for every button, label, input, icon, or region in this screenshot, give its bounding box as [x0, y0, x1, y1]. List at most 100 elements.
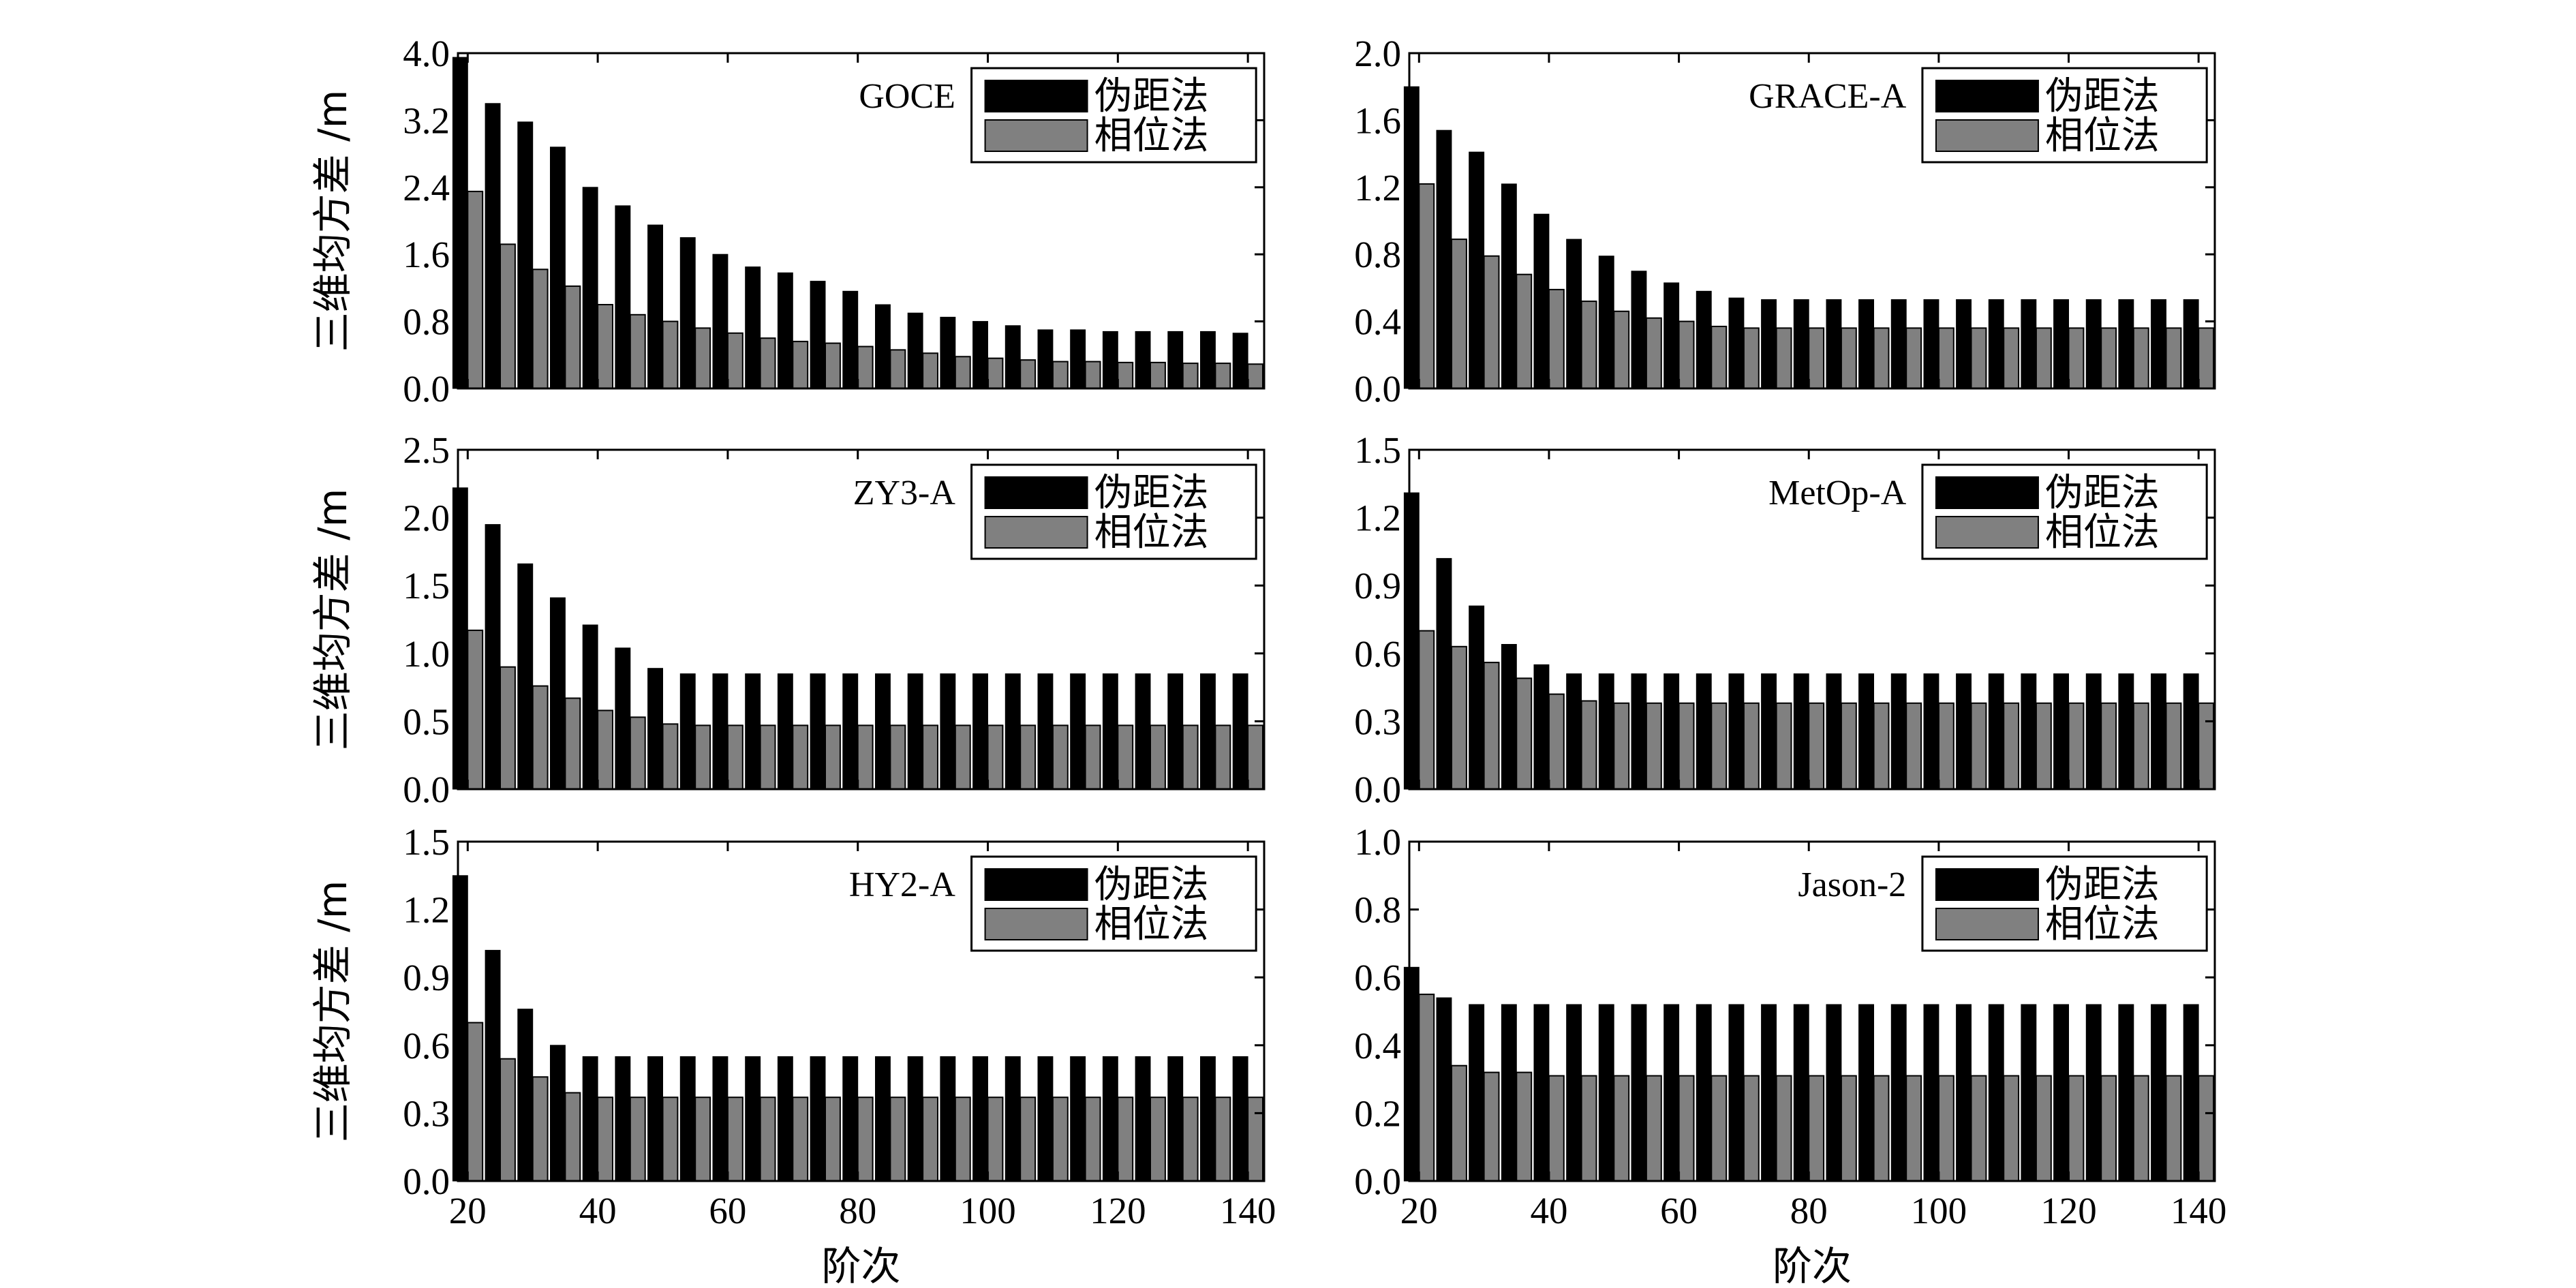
bar-pseudorange — [1037, 1056, 1054, 1182]
bar-phase — [1418, 994, 1435, 1182]
y-tick-label: 2.4 — [403, 167, 450, 209]
bar-pseudorange — [2021, 299, 2037, 389]
bar-pseudorange — [2183, 299, 2199, 389]
bar-pseudorange — [647, 668, 663, 790]
bar-pseudorange — [2085, 299, 2102, 389]
bar-pseudorange — [452, 487, 468, 790]
bar-pseudorange — [1167, 331, 1184, 389]
bar-pseudorange — [1890, 673, 1907, 790]
bar-pseudorange — [2053, 1004, 2070, 1182]
bar-pseudorange — [1135, 673, 1151, 790]
x-tick-label: 40 — [1530, 1190, 1567, 1231]
bar-pseudorange — [582, 624, 598, 790]
x-tick-label: 120 — [1090, 1190, 1146, 1231]
bar-phase — [1937, 327, 1954, 389]
satellite-label: GRACE-A — [1749, 77, 1907, 116]
bar-pseudorange — [2151, 1004, 2167, 1182]
y-tick-label: 4.0 — [403, 33, 450, 74]
bar-phase — [2100, 327, 2117, 389]
bar-pseudorange — [842, 290, 859, 389]
bar-pseudorange — [940, 1056, 956, 1182]
bar-pseudorange — [1436, 997, 1452, 1182]
bar-phase — [1214, 363, 1231, 389]
y-tick-label: 0.0 — [403, 368, 450, 410]
bar-pseudorange — [1232, 1056, 1248, 1182]
bar-pseudorange — [1858, 673, 1875, 790]
bar-phase — [2132, 1075, 2149, 1182]
x-tick-label: 100 — [960, 1190, 1016, 1231]
x-tick-label: 100 — [1911, 1190, 1967, 1231]
legend-swatch-pseudorange — [1935, 868, 2039, 901]
bar-pseudorange — [1598, 1004, 1614, 1182]
bar-pseudorange — [810, 1056, 826, 1182]
bar-phase — [2198, 1075, 2215, 1182]
bar-phase — [1247, 1097, 1263, 1182]
y-tick-label: 0.4 — [1354, 1025, 1401, 1067]
bar-pseudorange — [2183, 1004, 2199, 1182]
bar-pseudorange — [1631, 271, 1647, 389]
bar-pseudorange — [1167, 673, 1184, 790]
bar-phase — [1937, 702, 1954, 791]
y-tick-label: 1.5 — [403, 821, 450, 863]
bar-pseudorange — [1793, 299, 1809, 389]
bar-pseudorange — [907, 673, 923, 790]
bar-phase — [2068, 1075, 2085, 1182]
bar-pseudorange — [875, 1056, 891, 1182]
bar-phase — [889, 1097, 906, 1182]
bar-pseudorange — [517, 1009, 534, 1182]
bar-pseudorange — [2118, 1004, 2134, 1182]
chart-panel-hy2-a: 0.0 0.3 0.6 0.9 1.2 1.5 20 40 60 80 100 120 140 HY2-A… — [403, 821, 1276, 1231]
bar-pseudorange — [517, 563, 534, 790]
bar-phase — [1970, 1075, 1987, 1182]
bar-phase — [2132, 702, 2149, 791]
bar-pseudorange — [452, 57, 468, 389]
satellite-label: Jason-2 — [1798, 865, 1906, 904]
bar-pseudorange — [940, 316, 956, 389]
satellite-label: MetOp-A — [1768, 474, 1907, 512]
bar-pseudorange — [777, 1056, 793, 1182]
bar-pseudorange — [712, 673, 729, 790]
bar-phase — [1516, 273, 1533, 390]
chart-panel-jason-2: 0.0 0.2 0.4 0.6 0.8 1.0 20 40 60 80 100 120 140 Jason… — [1354, 821, 2226, 1231]
bar-pseudorange — [647, 1056, 663, 1182]
bar-phase — [694, 327, 711, 389]
bar-phase — [1678, 320, 1695, 390]
bar-pseudorange — [940, 673, 956, 790]
bar-phase — [2165, 1075, 2182, 1182]
bar-phase — [597, 304, 613, 389]
bar-pseudorange — [1631, 673, 1647, 790]
y-tick-label: 2.0 — [1354, 33, 1401, 74]
bar-phase — [954, 356, 971, 389]
legend-swatch-phase — [984, 516, 1088, 549]
bar-phase — [1117, 361, 1134, 390]
bar-phase — [467, 1022, 484, 1182]
bar-phase — [2035, 327, 2052, 389]
bar-phase — [694, 724, 711, 791]
bar-phase — [1182, 1097, 1199, 1182]
bar-phase — [1052, 361, 1069, 389]
x-axis-title: 阶次 — [821, 1243, 900, 1288]
bar-phase — [532, 1076, 549, 1182]
bar-phase — [1214, 724, 1231, 791]
bar-phase — [1084, 724, 1101, 791]
legend-swatch-pseudorange — [1935, 80, 2039, 112]
bar-phase — [1580, 1075, 1597, 1182]
bar-phase — [662, 320, 679, 390]
bar-phase — [1418, 183, 1435, 389]
y-tick-label: 1.5 — [1354, 429, 1401, 471]
bar-phase — [532, 269, 549, 389]
bar-pseudorange — [1761, 1004, 1777, 1182]
bar-pseudorange — [777, 673, 793, 790]
bar-pseudorange — [1696, 1004, 1712, 1182]
bar-pseudorange — [810, 281, 826, 389]
y-tick-label: 0.6 — [1354, 633, 1401, 675]
bar-pseudorange — [745, 673, 761, 790]
y-axis-title: 三维均方差 /m — [309, 880, 356, 1142]
y-tick-label: 1.0 — [1354, 821, 1401, 863]
bar-pseudorange — [1070, 329, 1086, 389]
y-tick-label: 0.4 — [1354, 301, 1401, 343]
satellite-label: ZY3-A — [853, 474, 956, 512]
